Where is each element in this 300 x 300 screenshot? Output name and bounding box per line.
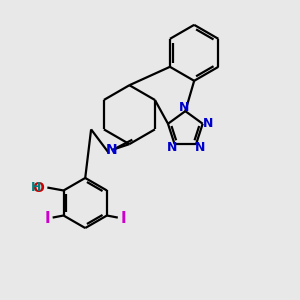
Text: N: N xyxy=(202,117,213,130)
Text: N: N xyxy=(194,141,205,154)
Text: N: N xyxy=(106,143,118,157)
Text: O: O xyxy=(32,181,44,194)
Text: I: I xyxy=(120,211,126,226)
Text: N: N xyxy=(167,141,177,154)
Text: I: I xyxy=(44,211,50,226)
Text: H: H xyxy=(31,181,41,194)
Text: N: N xyxy=(179,101,189,114)
